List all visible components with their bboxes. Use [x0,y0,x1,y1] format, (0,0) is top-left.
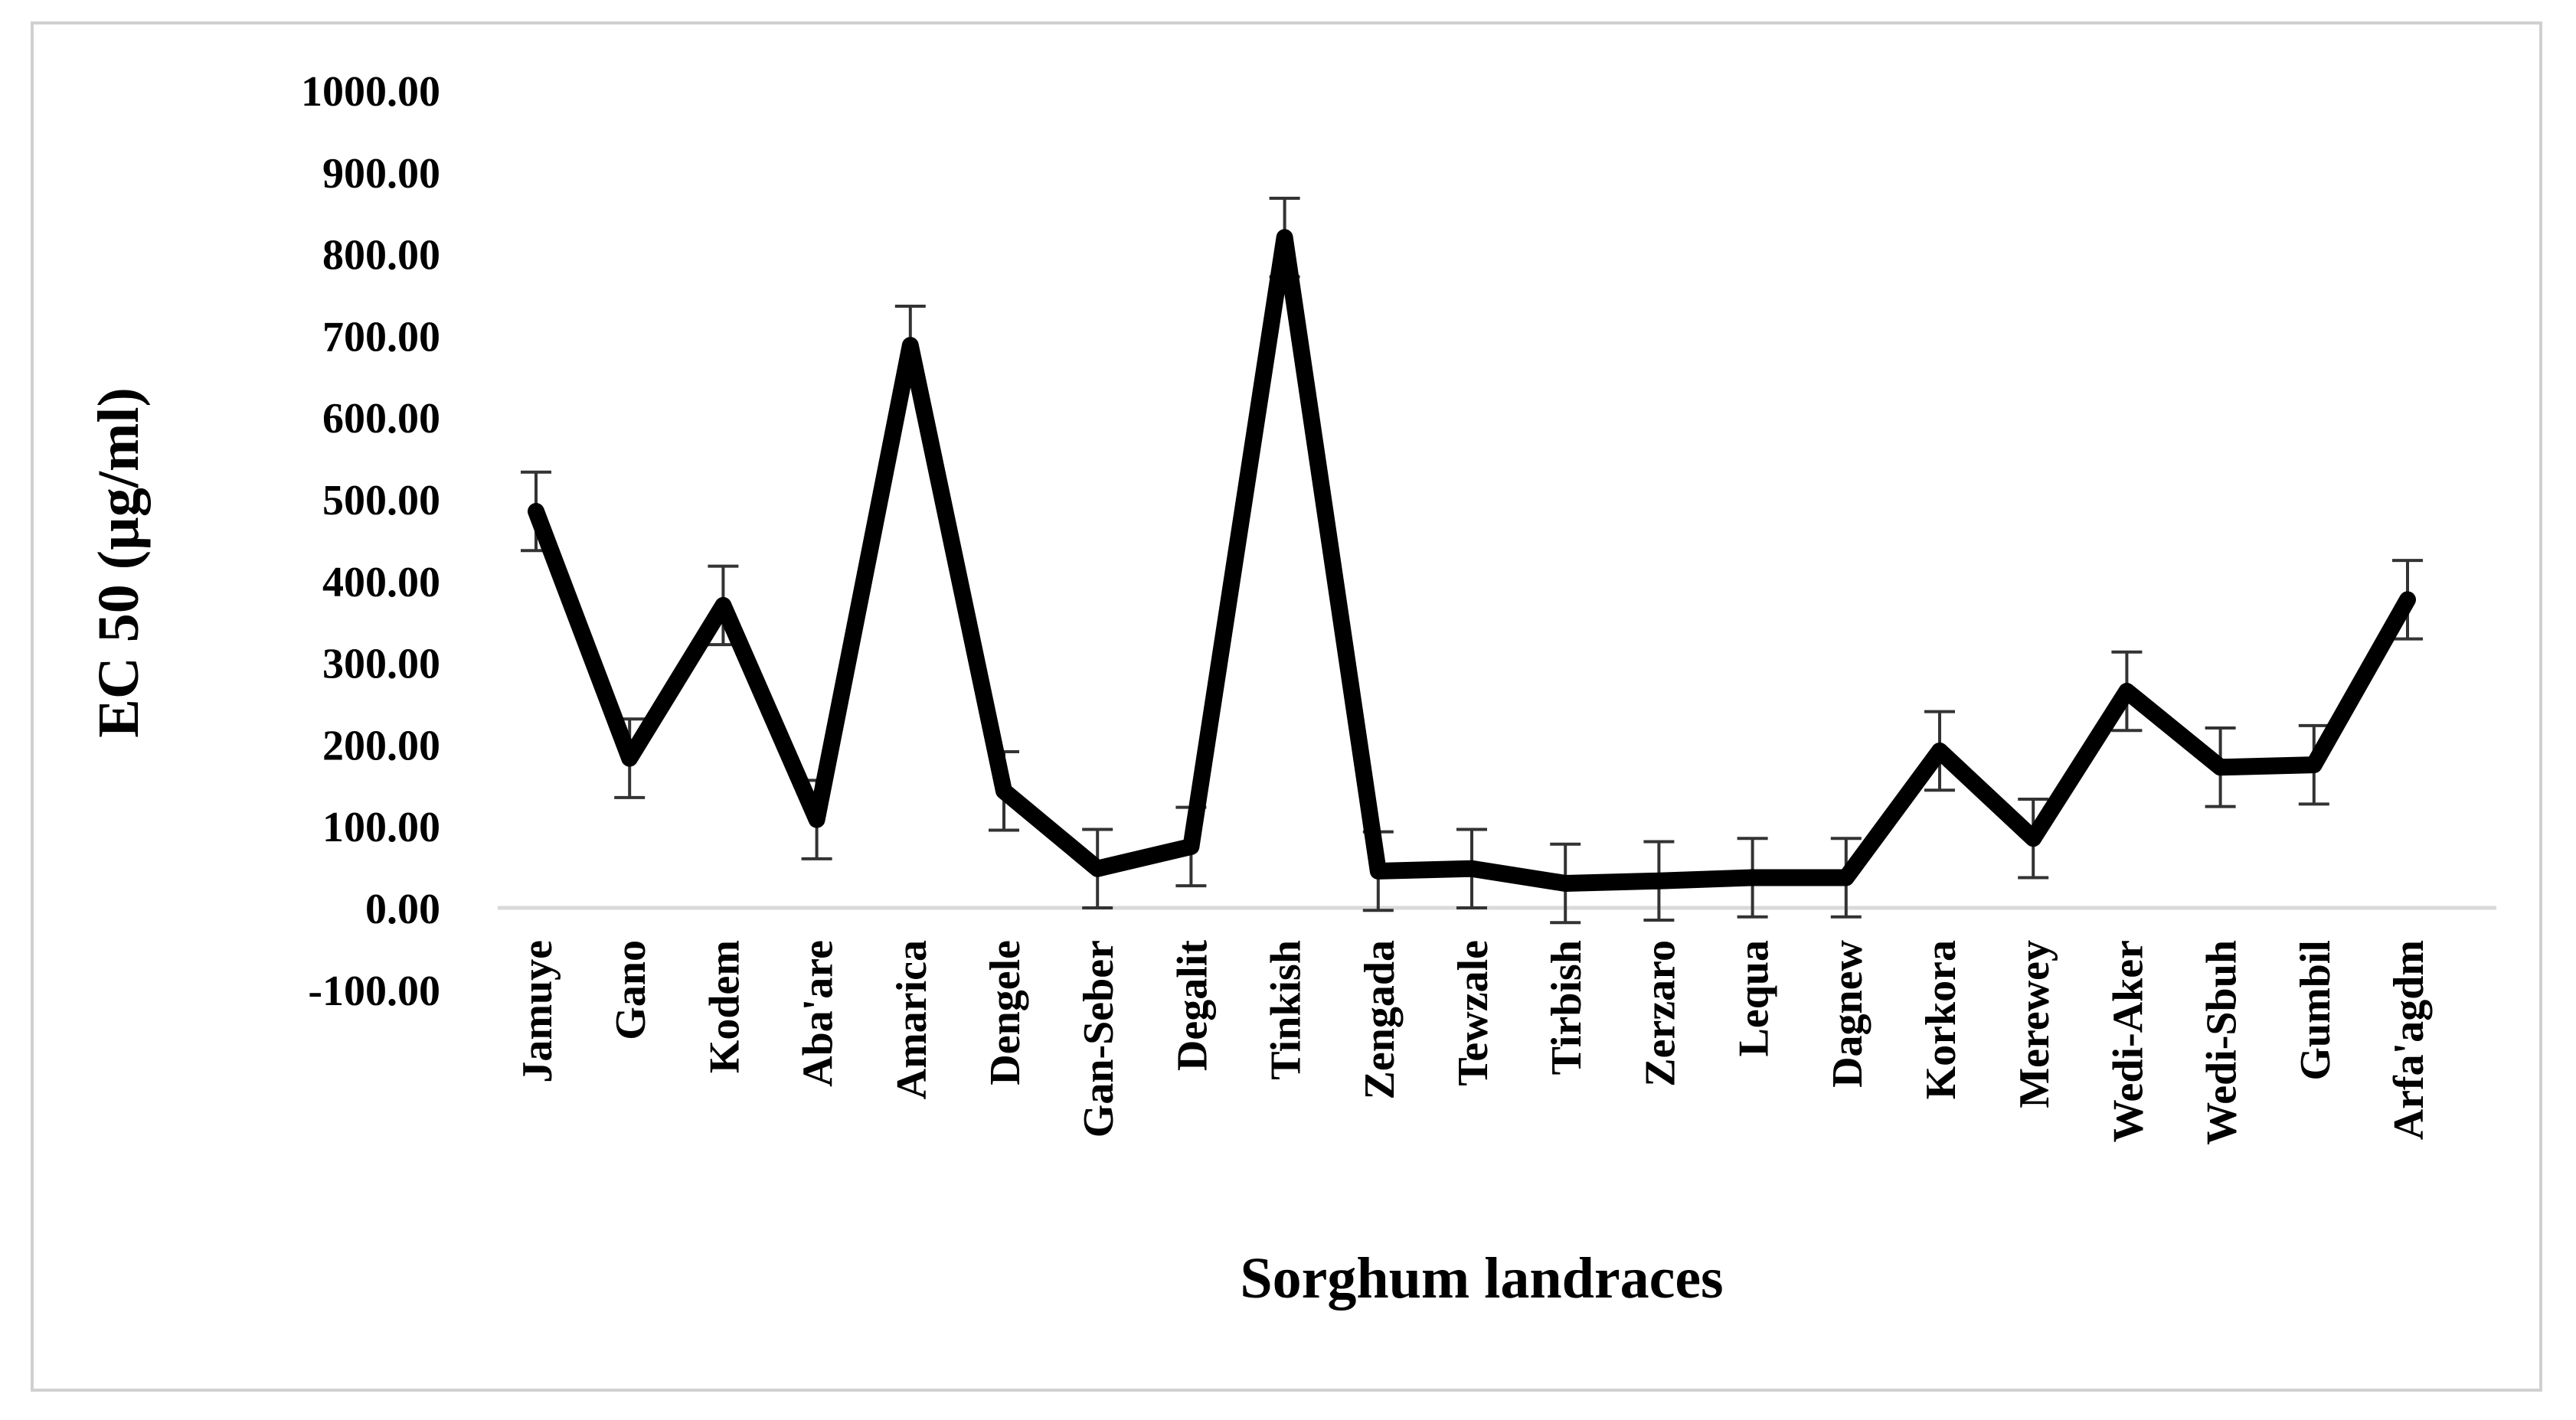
y-tick-label: 800.00 [322,232,440,279]
y-tick-label: 300.00 [322,641,440,688]
x-category-label: Degalit [1169,940,1216,1071]
x-category-label: Lequa [1731,940,1778,1057]
x-category-label: Gan-Seber [1075,940,1123,1138]
x-category-label: Korkora [1917,940,1965,1099]
x-category-label: Wedi-Aker [2104,940,2152,1142]
x-category-label: Tirbish [1543,940,1590,1075]
y-tick-label: 0.00 [365,886,440,933]
y-tick-label: 500.00 [322,477,440,524]
x-category-label: Zerzaro [1636,940,1684,1087]
y-tick-label: 600.00 [322,395,440,442]
y-tick-label: 1000.00 [301,68,440,116]
x-category-label: Jamuye [514,940,561,1083]
y-axis-ticks: 1000.00 900.00 800.00 700.00 600.00 500.00 400… [301,68,440,1015]
x-category-label: Aba'are [795,940,842,1087]
y-axis-title: EC 50 (µg/ml) [87,387,151,738]
x-category-label: Wedi-Sbuh [2198,940,2246,1145]
x-category-label: Kodem [701,940,748,1073]
series-line [528,229,2416,892]
x-category-label: Tinkish [1263,940,1310,1080]
x-category-label: Merewey [2011,940,2058,1108]
x-category-label: Zengada [1356,940,1404,1100]
x-category-label: Dengele [982,940,1029,1085]
x-category-label: Tewzale [1450,940,1497,1086]
x-category-label: Arfa'agdm [2385,940,2433,1140]
y-tick-label: 200.00 [322,722,440,769]
y-tick-label: 900.00 [322,150,440,197]
x-category-label: Gano [607,940,655,1040]
x-category-label: Amarica [888,940,936,1099]
y-tick-label: 100.00 [322,804,440,851]
y-tick-label: 700.00 [322,313,440,361]
x-category-label: Dagnew [1824,939,1872,1087]
x-category-label: Gumbil [2292,940,2339,1081]
x-axis-categories: Jamuye Gano Kodem Aba'are Amarica Dengele Gan-… [514,939,2433,1144]
y-tick-label: -100.00 [308,968,440,1015]
x-axis-title: Sorghum landraces [1240,1246,1723,1311]
y-tick-label: 400.00 [322,559,440,606]
